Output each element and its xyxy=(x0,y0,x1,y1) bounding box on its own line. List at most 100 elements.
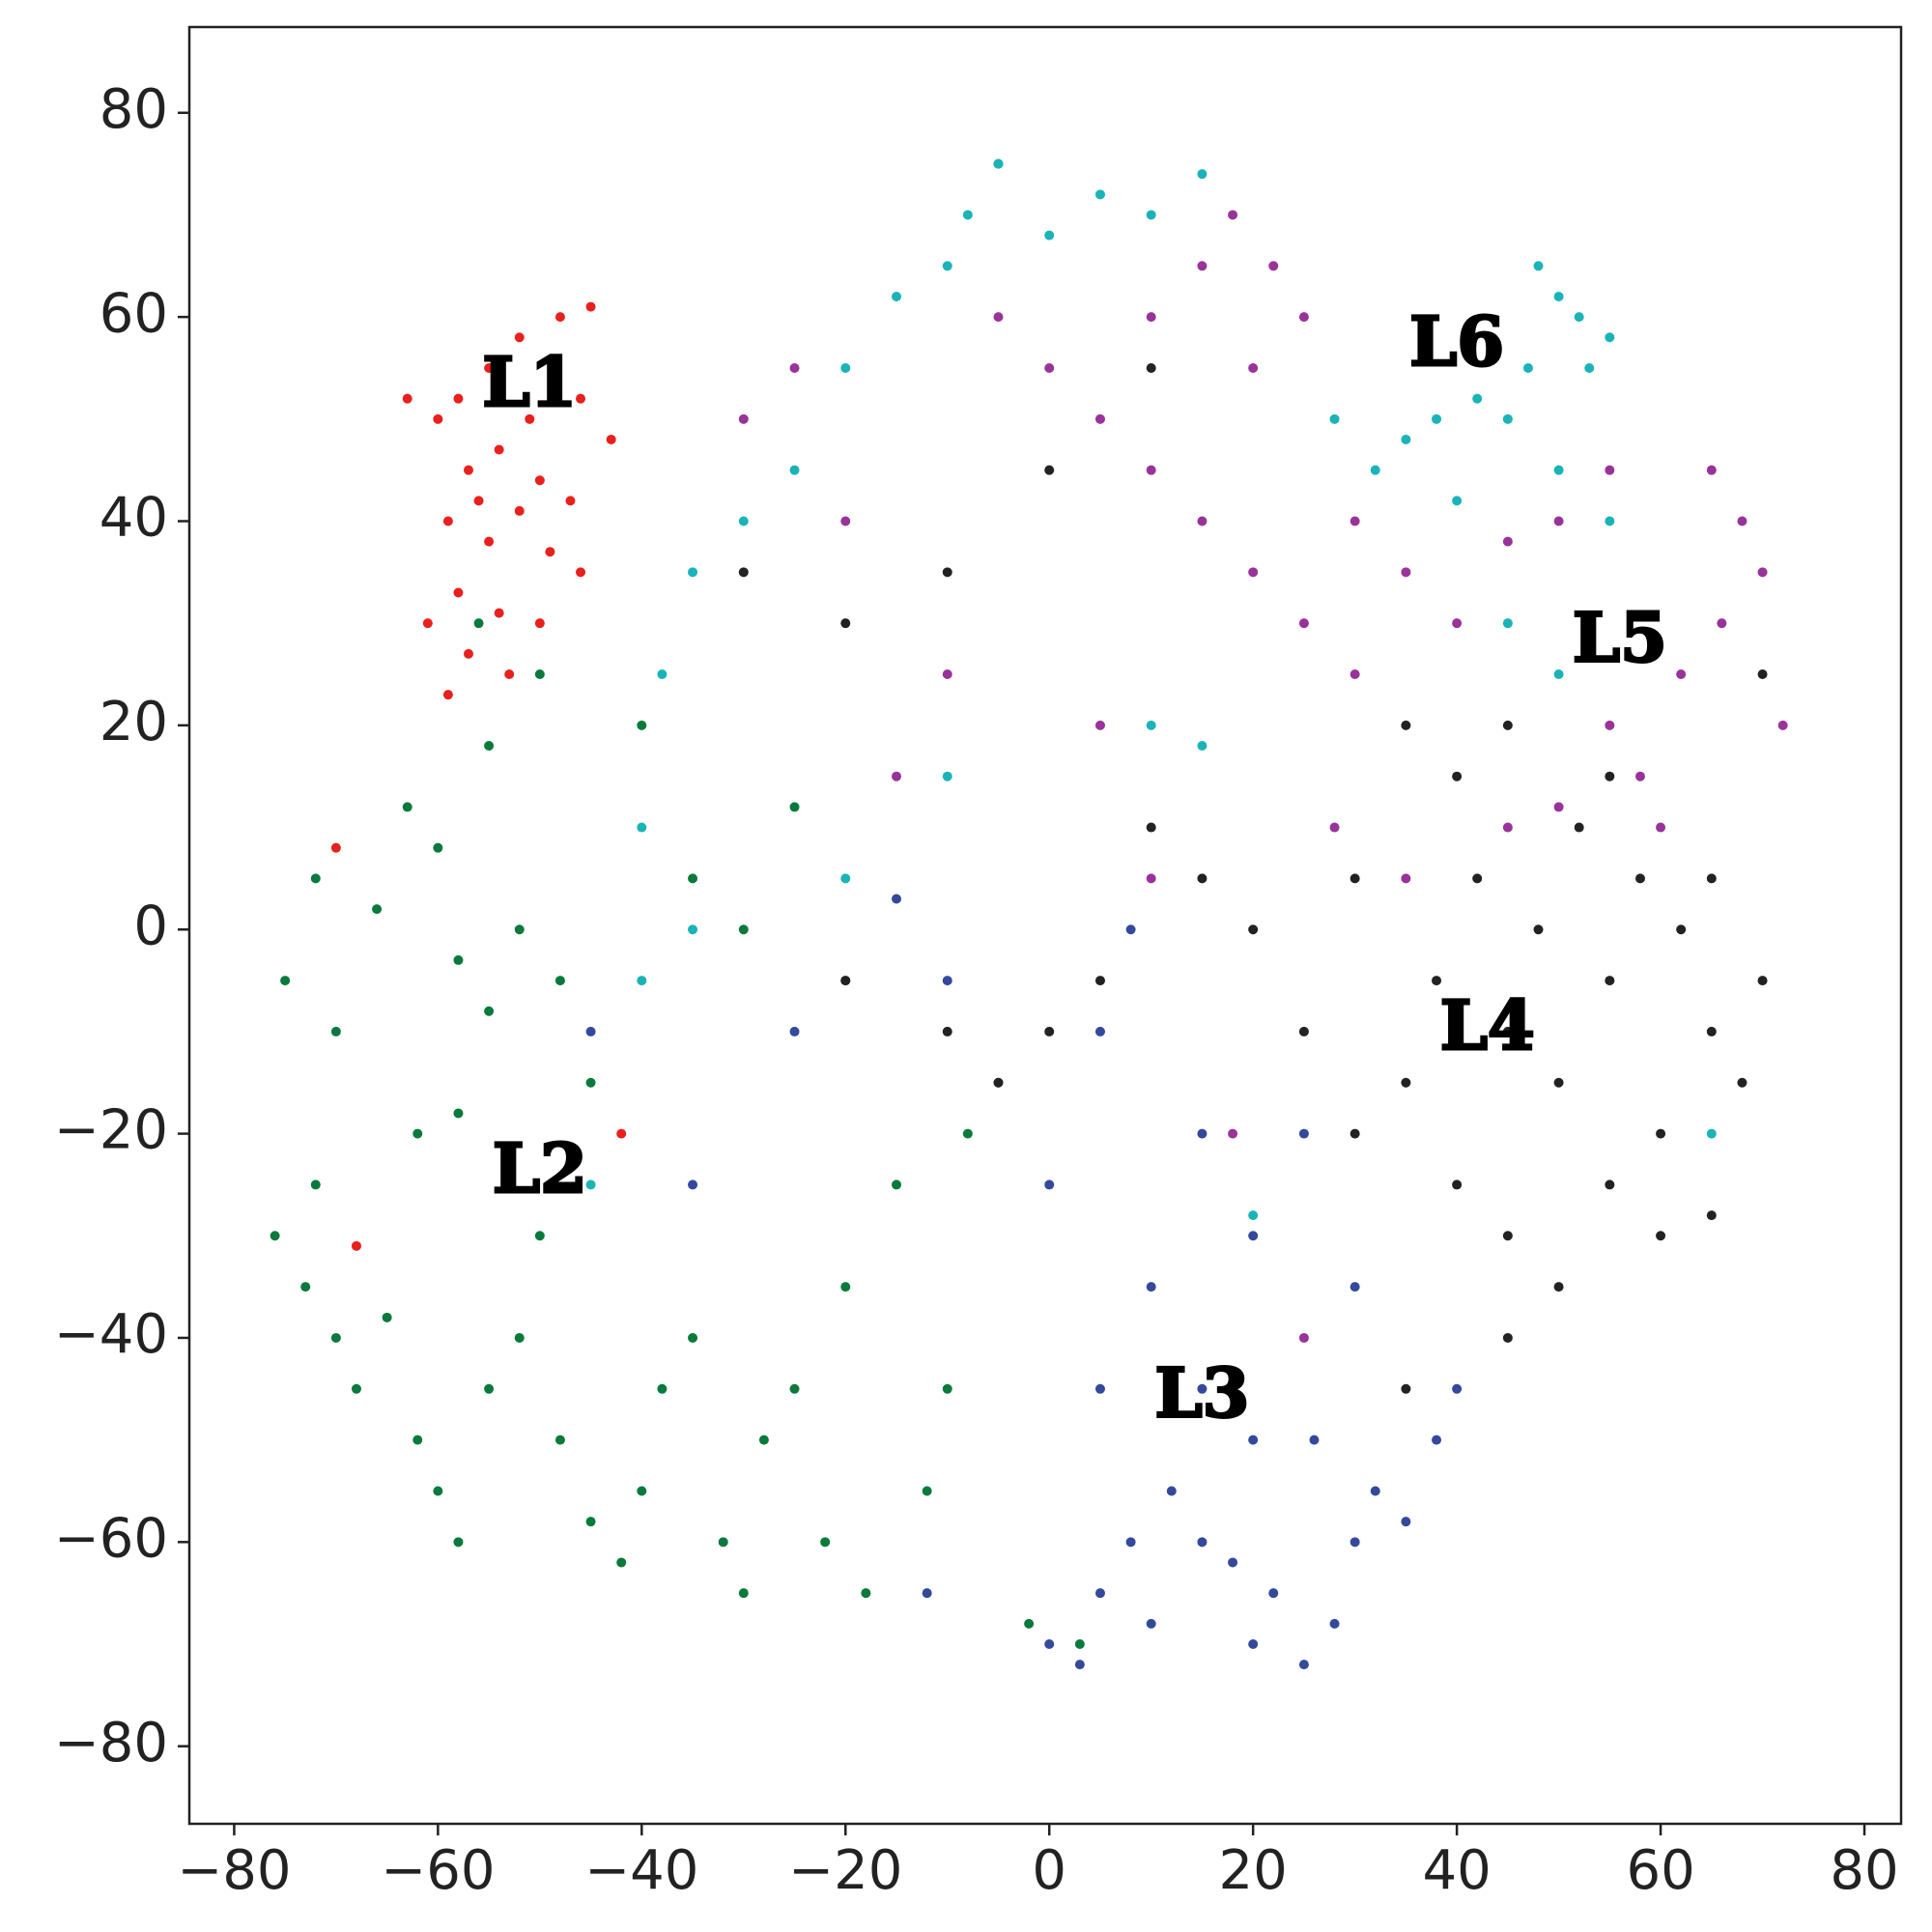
point xyxy=(942,976,952,986)
point xyxy=(688,567,698,578)
point xyxy=(1706,1210,1717,1221)
point xyxy=(1248,362,1259,373)
point xyxy=(1401,720,1411,730)
point xyxy=(892,1179,902,1190)
point xyxy=(585,1026,596,1037)
point xyxy=(1533,924,1544,935)
point xyxy=(892,771,902,781)
point xyxy=(554,1435,565,1445)
point xyxy=(1350,1537,1360,1548)
annotation: L1 xyxy=(482,342,577,422)
point xyxy=(738,413,749,424)
point xyxy=(1452,771,1463,781)
point xyxy=(1094,1383,1105,1394)
point xyxy=(758,1435,769,1445)
point xyxy=(1676,924,1687,935)
point xyxy=(585,301,596,312)
point xyxy=(1146,822,1156,833)
point xyxy=(534,669,545,680)
point xyxy=(840,873,851,884)
point xyxy=(1329,1618,1340,1629)
point xyxy=(453,393,464,404)
point xyxy=(1502,1332,1513,1343)
point xyxy=(1452,618,1463,629)
point xyxy=(1329,413,1340,424)
point xyxy=(1197,1383,1208,1394)
point xyxy=(1298,1660,1309,1670)
point xyxy=(1146,312,1156,323)
point xyxy=(1605,516,1615,526)
point xyxy=(1452,496,1463,506)
point xyxy=(1432,976,1442,986)
point xyxy=(1502,1026,1513,1037)
point xyxy=(789,465,800,475)
x-tick-label: −60 xyxy=(381,1839,495,1902)
point xyxy=(1146,210,1156,220)
point xyxy=(1197,741,1208,751)
point xyxy=(1146,1282,1156,1293)
point xyxy=(1502,822,1513,833)
point xyxy=(1268,1588,1279,1599)
point xyxy=(402,802,412,812)
point xyxy=(534,618,545,629)
point xyxy=(402,393,412,404)
point xyxy=(412,1435,423,1445)
point xyxy=(1605,465,1615,475)
point xyxy=(534,1231,545,1241)
point xyxy=(1146,873,1156,884)
annotation: L3 xyxy=(1154,1352,1249,1433)
point xyxy=(484,362,495,373)
point xyxy=(351,1240,361,1251)
point xyxy=(1605,1179,1615,1190)
point xyxy=(1248,1639,1259,1649)
point xyxy=(1125,1537,1136,1548)
point xyxy=(1401,873,1411,884)
point xyxy=(1706,1026,1717,1037)
point xyxy=(1757,669,1768,680)
point xyxy=(1472,873,1483,884)
point xyxy=(1757,567,1768,578)
point xyxy=(453,587,464,598)
point xyxy=(1146,720,1156,730)
point xyxy=(993,158,1004,169)
point xyxy=(1074,1639,1085,1649)
point xyxy=(473,496,484,506)
point xyxy=(576,567,586,578)
point xyxy=(962,210,973,220)
point xyxy=(1044,465,1055,475)
point xyxy=(1502,720,1513,730)
point xyxy=(565,496,576,506)
point xyxy=(300,1282,311,1293)
point xyxy=(1553,1077,1564,1088)
point xyxy=(1309,1435,1320,1445)
point xyxy=(514,1332,525,1343)
point xyxy=(1553,516,1564,526)
point xyxy=(1370,465,1380,475)
point xyxy=(514,332,525,343)
point xyxy=(1717,618,1727,629)
point xyxy=(1432,1435,1442,1445)
point xyxy=(892,894,902,904)
point xyxy=(1248,1231,1259,1241)
point xyxy=(1502,1231,1513,1241)
x-tick-label: −40 xyxy=(584,1839,698,1902)
point xyxy=(840,516,851,526)
point xyxy=(330,842,341,853)
point xyxy=(453,954,464,965)
point xyxy=(554,976,565,986)
point xyxy=(1502,413,1513,424)
point xyxy=(1125,924,1136,935)
point xyxy=(820,1537,831,1548)
point xyxy=(1044,1026,1055,1037)
x-tick-label: 60 xyxy=(1626,1839,1694,1902)
point xyxy=(657,1383,668,1394)
annotation: L4 xyxy=(1440,985,1535,1065)
point xyxy=(1605,976,1615,986)
point xyxy=(433,413,443,424)
point xyxy=(1676,669,1687,680)
point xyxy=(1298,312,1309,323)
point xyxy=(840,1282,851,1293)
point xyxy=(1401,567,1411,578)
point xyxy=(585,1077,596,1088)
